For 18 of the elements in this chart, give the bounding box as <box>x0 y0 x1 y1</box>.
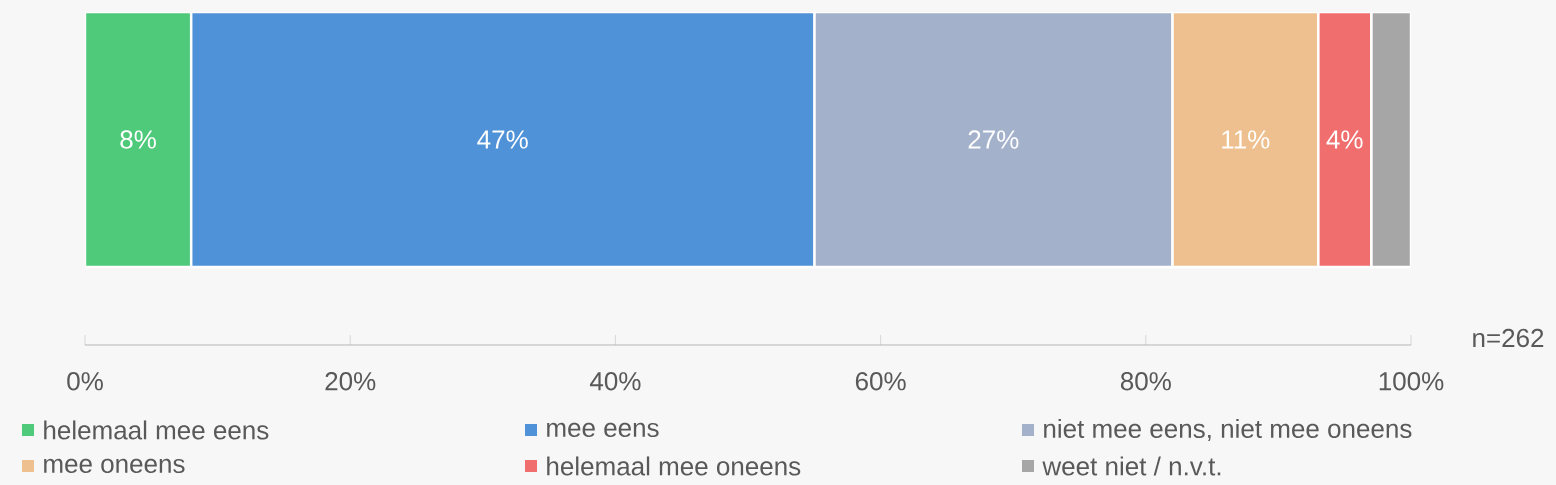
data-label: 4% <box>1326 130 1363 149</box>
legend-label: mee eens <box>547 422 659 438</box>
x-tick-label: 20% <box>325 372 376 391</box>
data-label: 8% <box>120 130 156 149</box>
x-tick-label: 0% <box>67 372 103 391</box>
legend-label: helemaal mee eens <box>44 420 269 440</box>
x-tick-label: 80% <box>1120 372 1171 391</box>
data-label: 27% <box>968 130 1019 149</box>
x-tick-label: 100% <box>1379 372 1444 391</box>
legend-label: mee oneens <box>44 458 185 474</box>
legend-label: weet niet / n.v.t. <box>1042 456 1221 476</box>
x-tick-label: 40% <box>589 372 641 391</box>
text: n=262 <box>1473 328 1544 348</box>
legend-label: niet mee eens, niet mee oneens <box>1044 418 1412 442</box>
legend-label: helemaal mee oneens <box>547 456 801 476</box>
x-tick-label: 60% <box>855 372 906 391</box>
data-label: 47% <box>477 130 528 149</box>
data-label: 11% <box>1222 130 1270 149</box>
